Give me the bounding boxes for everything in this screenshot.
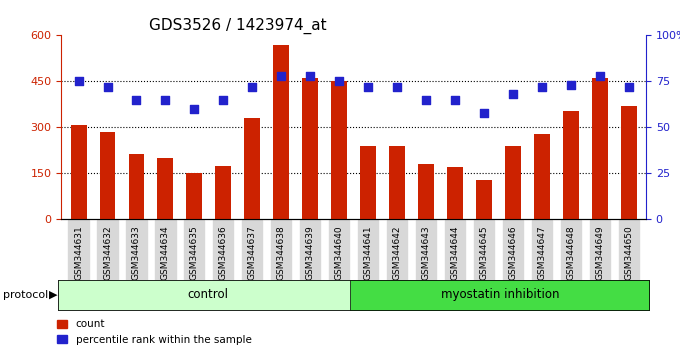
Point xyxy=(623,84,634,90)
Bar xyxy=(302,78,318,219)
Text: myostatin inhibition: myostatin inhibition xyxy=(441,288,559,301)
Bar xyxy=(158,158,173,219)
Legend: count, percentile rank within the sample: count, percentile rank within the sample xyxy=(53,315,256,349)
Text: control: control xyxy=(187,288,228,301)
Bar xyxy=(129,154,144,219)
Bar xyxy=(418,164,434,219)
Point xyxy=(334,79,345,84)
Point xyxy=(449,97,460,103)
Bar xyxy=(273,45,289,219)
Point xyxy=(305,73,316,79)
Bar xyxy=(186,173,203,219)
Point xyxy=(362,84,373,90)
Point xyxy=(420,97,431,103)
Bar xyxy=(360,146,376,219)
Point xyxy=(507,91,518,97)
Bar xyxy=(621,106,636,219)
Point xyxy=(479,110,490,115)
Bar xyxy=(592,78,608,219)
Text: GDS3526 / 1423974_at: GDS3526 / 1423974_at xyxy=(149,18,327,34)
Point xyxy=(392,84,403,90)
Point xyxy=(131,97,142,103)
Bar xyxy=(563,110,579,219)
Point xyxy=(594,73,605,79)
Point xyxy=(247,84,258,90)
Point xyxy=(218,97,228,103)
Bar xyxy=(505,146,521,219)
Bar xyxy=(476,180,492,219)
Point xyxy=(102,84,113,90)
Point xyxy=(537,84,547,90)
Bar xyxy=(534,133,549,219)
Bar xyxy=(216,166,231,219)
Bar xyxy=(71,125,86,219)
Bar xyxy=(244,118,260,219)
Point xyxy=(565,82,576,88)
Bar xyxy=(447,167,463,219)
Bar xyxy=(99,132,116,219)
Point xyxy=(189,106,200,112)
Text: protocol: protocol xyxy=(3,290,49,300)
Point xyxy=(276,73,287,79)
Text: ▶: ▶ xyxy=(49,290,57,300)
Point xyxy=(160,97,171,103)
Bar xyxy=(389,146,405,219)
Bar xyxy=(331,81,347,219)
Point xyxy=(73,79,84,84)
